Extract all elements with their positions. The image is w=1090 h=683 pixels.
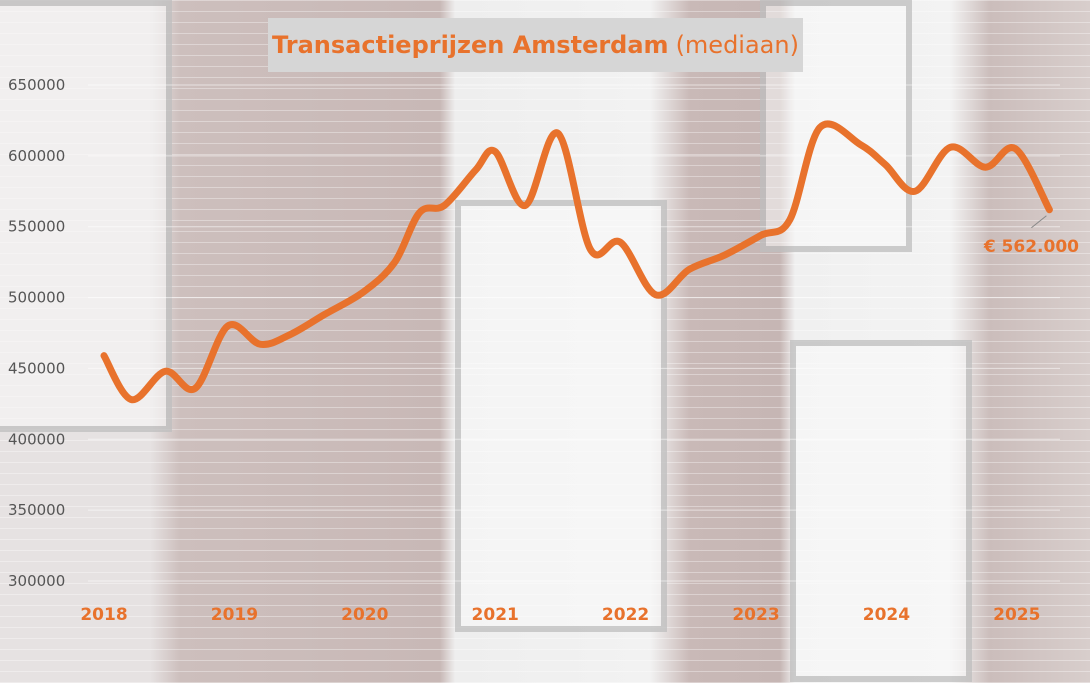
x-tick-label: 2018 [80,605,127,625]
y-tick-label: 550000 [8,218,65,236]
background-window [455,200,667,632]
background-window [0,0,172,432]
y-tick-label: 600000 [8,147,65,165]
annotation-leader [1031,215,1047,229]
price-line [100,120,1053,404]
background-window [790,340,972,682]
end-value-label: € 562.000 [983,237,1079,257]
x-tick-label: 2023 [732,605,779,625]
y-tick-label: 500000 [8,289,65,307]
x-tick-label: 2021 [472,605,519,625]
y-tick-label: 350000 [8,501,65,519]
x-tick-label: 2019 [211,605,258,625]
chart-title-main: Transactieprijzen Amsterdam [272,31,669,59]
chart-title: Transactieprijzen Amsterdam (mediaan) [268,18,803,72]
y-tick-label: 650000 [8,76,65,94]
y-tick-label: 400000 [8,430,65,448]
x-tick-label: 2025 [993,605,1040,625]
y-tick-label: 300000 [8,572,65,590]
chart-subtitle: (mediaan) [675,31,799,59]
x-tick-label: 2024 [863,605,910,625]
y-tick-label: 450000 [8,359,65,377]
x-tick-label: 2022 [602,605,649,625]
x-tick-label: 2020 [341,605,388,625]
